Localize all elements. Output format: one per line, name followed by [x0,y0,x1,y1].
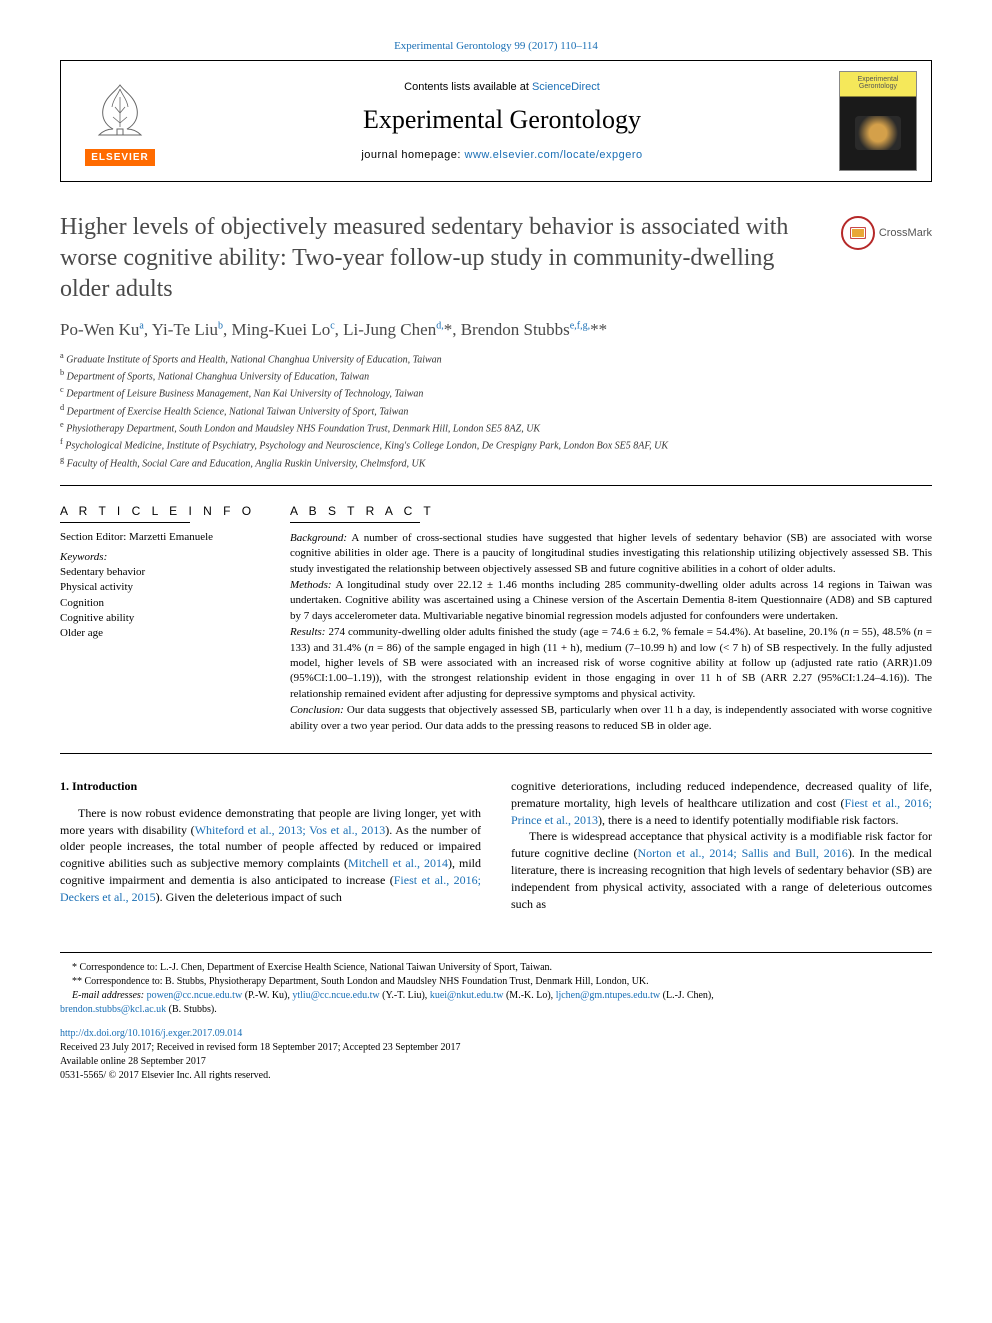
contents-prefix: Contents lists available at [404,81,532,93]
email-line: E-mail addresses: powen@cc.ncue.edu.tw (… [60,989,932,1003]
abstract-rule [290,522,420,523]
email-who: (Y.-T. Liu), [380,990,428,1001]
section-title: Introduction [72,779,137,793]
affiliation-item: e Physiotherapy Department, South London… [60,419,932,436]
correspondence-1: * Correspondence to: L.-J. Chen, Departm… [60,961,932,975]
divider [60,753,932,754]
abstract-paragraph: Conclusion: Our data suggests that objec… [290,703,932,734]
body-paragraph: There is now robust evidence demonstrati… [60,805,481,906]
abstract-heading: A B S T R A C T [290,504,932,518]
publisher-logo-block: ELSEVIER [75,77,165,166]
section-number: 1. [60,779,69,793]
email-link[interactable]: powen@cc.ncue.edu.tw [147,990,243,1001]
body-paragraph: There is widespread acceptance that phys… [511,828,932,912]
email-who: (M.-K. Lo), [503,990,553,1001]
keyword-item: Cognition [60,596,260,611]
crossmark-label: CrossMark [879,227,932,239]
keyword-item: Older age [60,626,260,641]
homepage-line: journal homepage: www.elsevier.com/locat… [165,149,839,161]
contents-line: Contents lists available at ScienceDirec… [165,81,839,93]
email-link[interactable]: brendon.stubbs@kcl.ac.uk [60,1004,166,1015]
body-column-left: 1. Introduction There is now robust evid… [60,778,481,912]
homepage-prefix: journal homepage: [361,149,464,161]
crossmark-widget[interactable]: CrossMark [841,216,932,250]
affiliation-item: g Faculty of Health, Social Care and Edu… [60,454,932,471]
author-list: Po-Wen Kua, Yi-Te Liub, Ming-Kuei Loc, L… [60,320,932,340]
section-editor: Section Editor: Marzetti Emanuele [60,531,260,543]
affiliation-item: c Department of Leisure Business Managem… [60,384,932,401]
copyright-line: 0531-5565/ © 2017 Elsevier Inc. All righ… [60,1069,932,1083]
abstract-paragraph: Methods: A longitudinal study over 22.12… [290,578,932,624]
section-heading: 1. Introduction [60,778,481,795]
abstract-paragraph: Background: A number of cross-sectional … [290,531,932,577]
keyword-item: Physical activity [60,580,260,595]
available-line: Available online 28 September 2017 [60,1055,932,1069]
header-citation: Experimental Gerontology 99 (2017) 110–1… [60,40,932,52]
info-rule [60,522,190,523]
body-columns: 1. Introduction There is now robust evid… [60,778,932,912]
affiliation-item: d Department of Exercise Health Science,… [60,402,932,419]
keyword-item: Cognitive ability [60,611,260,626]
elsevier-tree-icon [85,77,155,147]
body-column-right: cognitive deteriorations, including redu… [511,778,932,912]
email-link[interactable]: ljchen@gm.ntupes.edu.tw [556,990,660,1001]
article-title: Higher levels of objectively measured se… [60,212,821,306]
crossmark-badge-icon [841,216,875,250]
keywords-list: Sedentary behaviorPhysical activityCogni… [60,565,260,642]
affiliation-list: a Graduate Institute of Sports and Healt… [60,350,932,471]
elsevier-label: ELSEVIER [85,149,154,166]
journal-homepage-link[interactable]: www.elsevier.com/locate/expgero [465,149,643,161]
emails-label: E-mail addresses: [72,990,144,1001]
affiliation-item: f Psychological Medicine, Institute of P… [60,436,932,453]
body-paragraph: cognitive deteriorations, including redu… [511,778,932,828]
keyword-item: Sedentary behavior [60,565,260,580]
received-line: Received 23 July 2017; Received in revis… [60,1041,932,1055]
article-info-heading: A R T I C L E I N F O [60,504,260,518]
doi-link[interactable]: http://dx.doi.org/10.1016/j.exger.2017.0… [60,1028,242,1039]
abstract-paragraph: Results: 274 community-dwelling older ad… [290,625,932,702]
affiliation-item: a Graduate Institute of Sports and Healt… [60,350,932,367]
affiliation-item: b Department of Sports, National Changhu… [60,367,932,384]
journal-cover-thumbnail [839,71,917,171]
abstract-body: Background: A number of cross-sectional … [290,531,932,734]
email-who: (B. Stubbs). [169,1004,217,1015]
abstract-block: A B S T R A C T Background: A number of … [290,504,932,735]
email-link[interactable]: kuei@nkut.edu.tw [430,990,504,1001]
footer-block: * Correspondence to: L.-J. Chen, Departm… [60,952,932,1083]
correspondence-2: ** Correspondence to: B. Stubbs, Physiot… [60,975,932,989]
article-info-block: A R T I C L E I N F O Section Editor: Ma… [60,504,260,735]
sciencedirect-link[interactable]: ScienceDirect [532,81,600,93]
journal-name: Experimental Gerontology [165,105,839,135]
keywords-label: Keywords: [60,551,260,563]
email-line-2: brendon.stubbs@kcl.ac.uk (B. Stubbs). [60,1003,932,1017]
journal-header: ELSEVIER Contents lists available at Sci… [60,60,932,182]
email-link[interactable]: ytliu@cc.ncue.edu.tw [292,990,379,1001]
email-who: (P.-W. Ku), [242,990,290,1001]
email-who: (L.-J. Chen), [660,990,714,1001]
